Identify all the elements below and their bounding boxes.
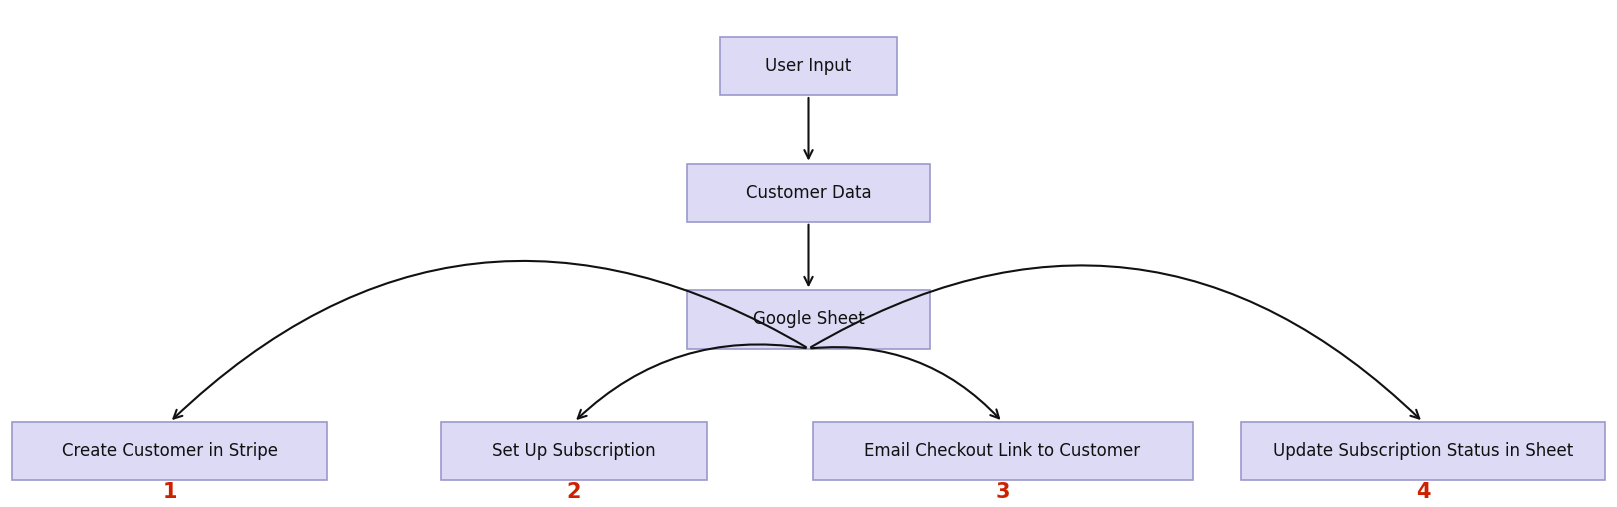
Text: 4: 4 [1416, 482, 1429, 502]
Text: 3: 3 [996, 482, 1009, 502]
FancyBboxPatch shape [812, 422, 1193, 481]
FancyBboxPatch shape [440, 422, 708, 481]
Text: User Input: User Input [765, 57, 852, 75]
FancyBboxPatch shape [11, 422, 327, 481]
Text: Update Subscription Status in Sheet: Update Subscription Status in Sheet [1273, 442, 1573, 460]
FancyBboxPatch shape [1242, 422, 1604, 481]
FancyBboxPatch shape [720, 37, 897, 95]
Text: Set Up Subscription: Set Up Subscription [492, 442, 657, 460]
Text: 2: 2 [568, 482, 581, 502]
Text: Customer Data: Customer Data [745, 184, 872, 202]
FancyBboxPatch shape [687, 163, 930, 222]
Text: 1: 1 [163, 482, 176, 502]
FancyBboxPatch shape [687, 290, 930, 349]
Text: Create Customer in Stripe: Create Customer in Stripe [61, 442, 278, 460]
Text: Email Checkout Link to Customer: Email Checkout Link to Customer [865, 442, 1140, 460]
Text: Google Sheet: Google Sheet [752, 310, 865, 329]
